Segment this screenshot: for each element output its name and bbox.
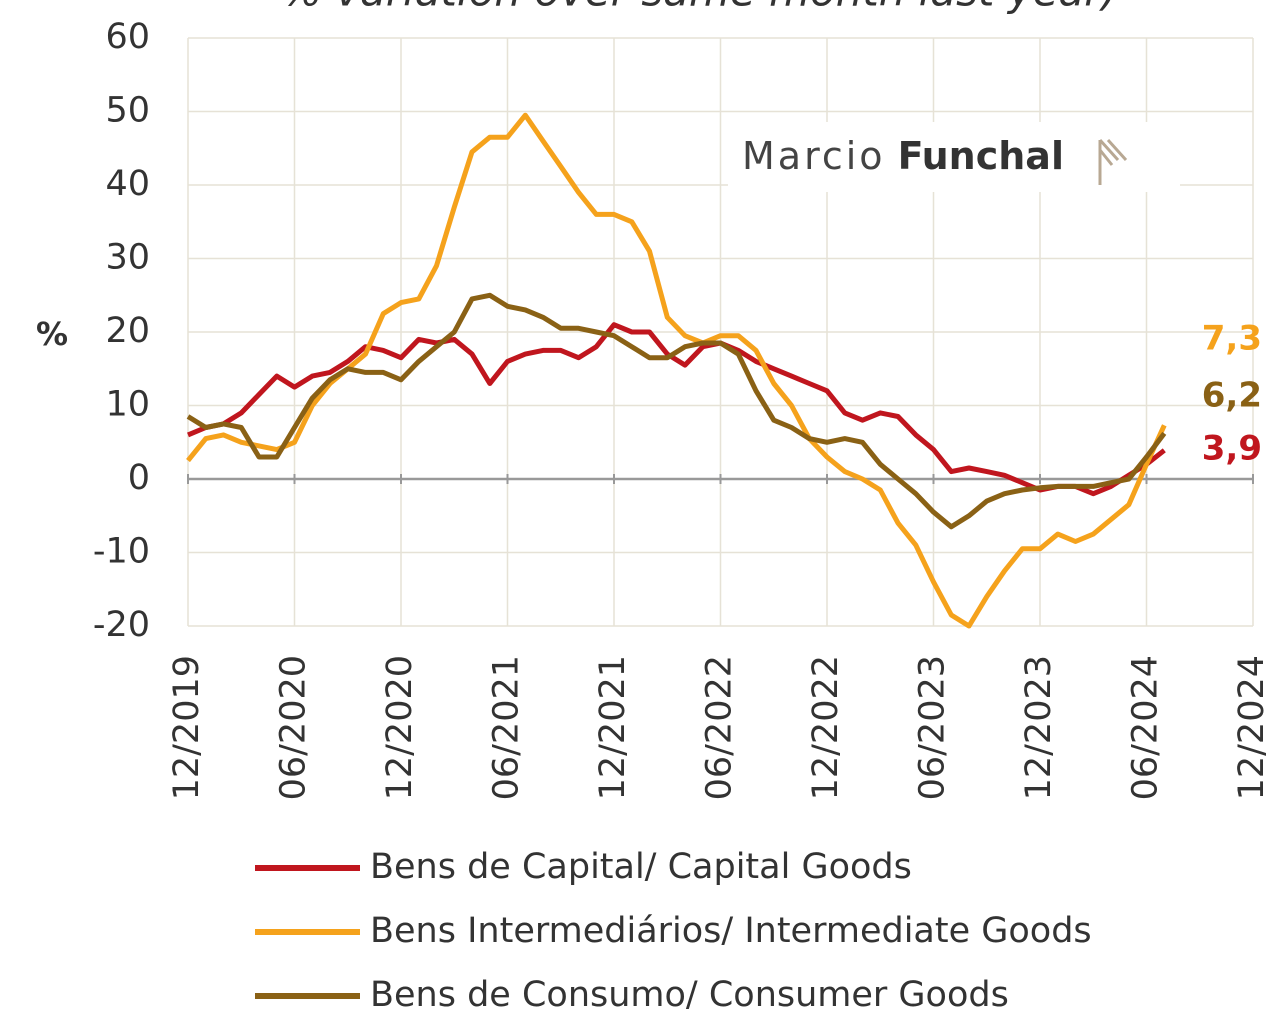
x-tick-label: 06/2024 [1126,655,1166,800]
x-tick-label: 12/2023 [1019,655,1059,800]
value-label: 6,2 [1202,376,1262,416]
y-tick-label: -10 [93,532,150,572]
y-tick-label: -20 [93,605,150,645]
x-tick-label: 12/2019 [167,655,207,800]
x-tick-label: 12/2021 [593,655,633,800]
series-line [186,292,1167,530]
x-tick-label: 06/2020 [274,655,314,800]
y-tick-label: 40 [105,164,150,204]
x-tick-label: 12/2024 [1232,655,1269,800]
x-tick-label: 12/2022 [806,655,846,800]
y-tick-label: 20 [105,311,150,351]
watermark-text: Marcio [742,134,886,178]
chart-title: % variation over same month last year) [282,0,1118,16]
legend-label: Bens de Capital/ Capital Goods [370,847,912,887]
watermark-logo [1098,138,1128,185]
y-tick-label: 50 [105,91,150,131]
value-label: 3,9 [1202,429,1262,469]
series-line [187,322,1166,497]
legend-label: Bens Intermediários/ Intermediate Goods [370,911,1092,951]
series-line [186,112,1167,629]
value-label: 7,3 [1202,319,1262,359]
y-tick-label: 0 [128,458,150,498]
x-tick-label: 06/2021 [487,655,527,800]
watermark-text: Funchal [898,134,1064,178]
y-axis-label: % [36,315,68,353]
watermark: Marcio Funchal [742,134,1064,178]
x-tick-label: 12/2020 [380,655,420,800]
y-tick-label: 10 [105,385,150,425]
x-tick-label: 06/2023 [913,655,953,800]
x-tick-label: 06/2022 [700,655,740,800]
y-tick-label: 60 [105,17,150,57]
legend-label: Bens de Consumo/ Consumer Goods [370,975,1009,1014]
y-tick-label: 30 [105,238,150,278]
